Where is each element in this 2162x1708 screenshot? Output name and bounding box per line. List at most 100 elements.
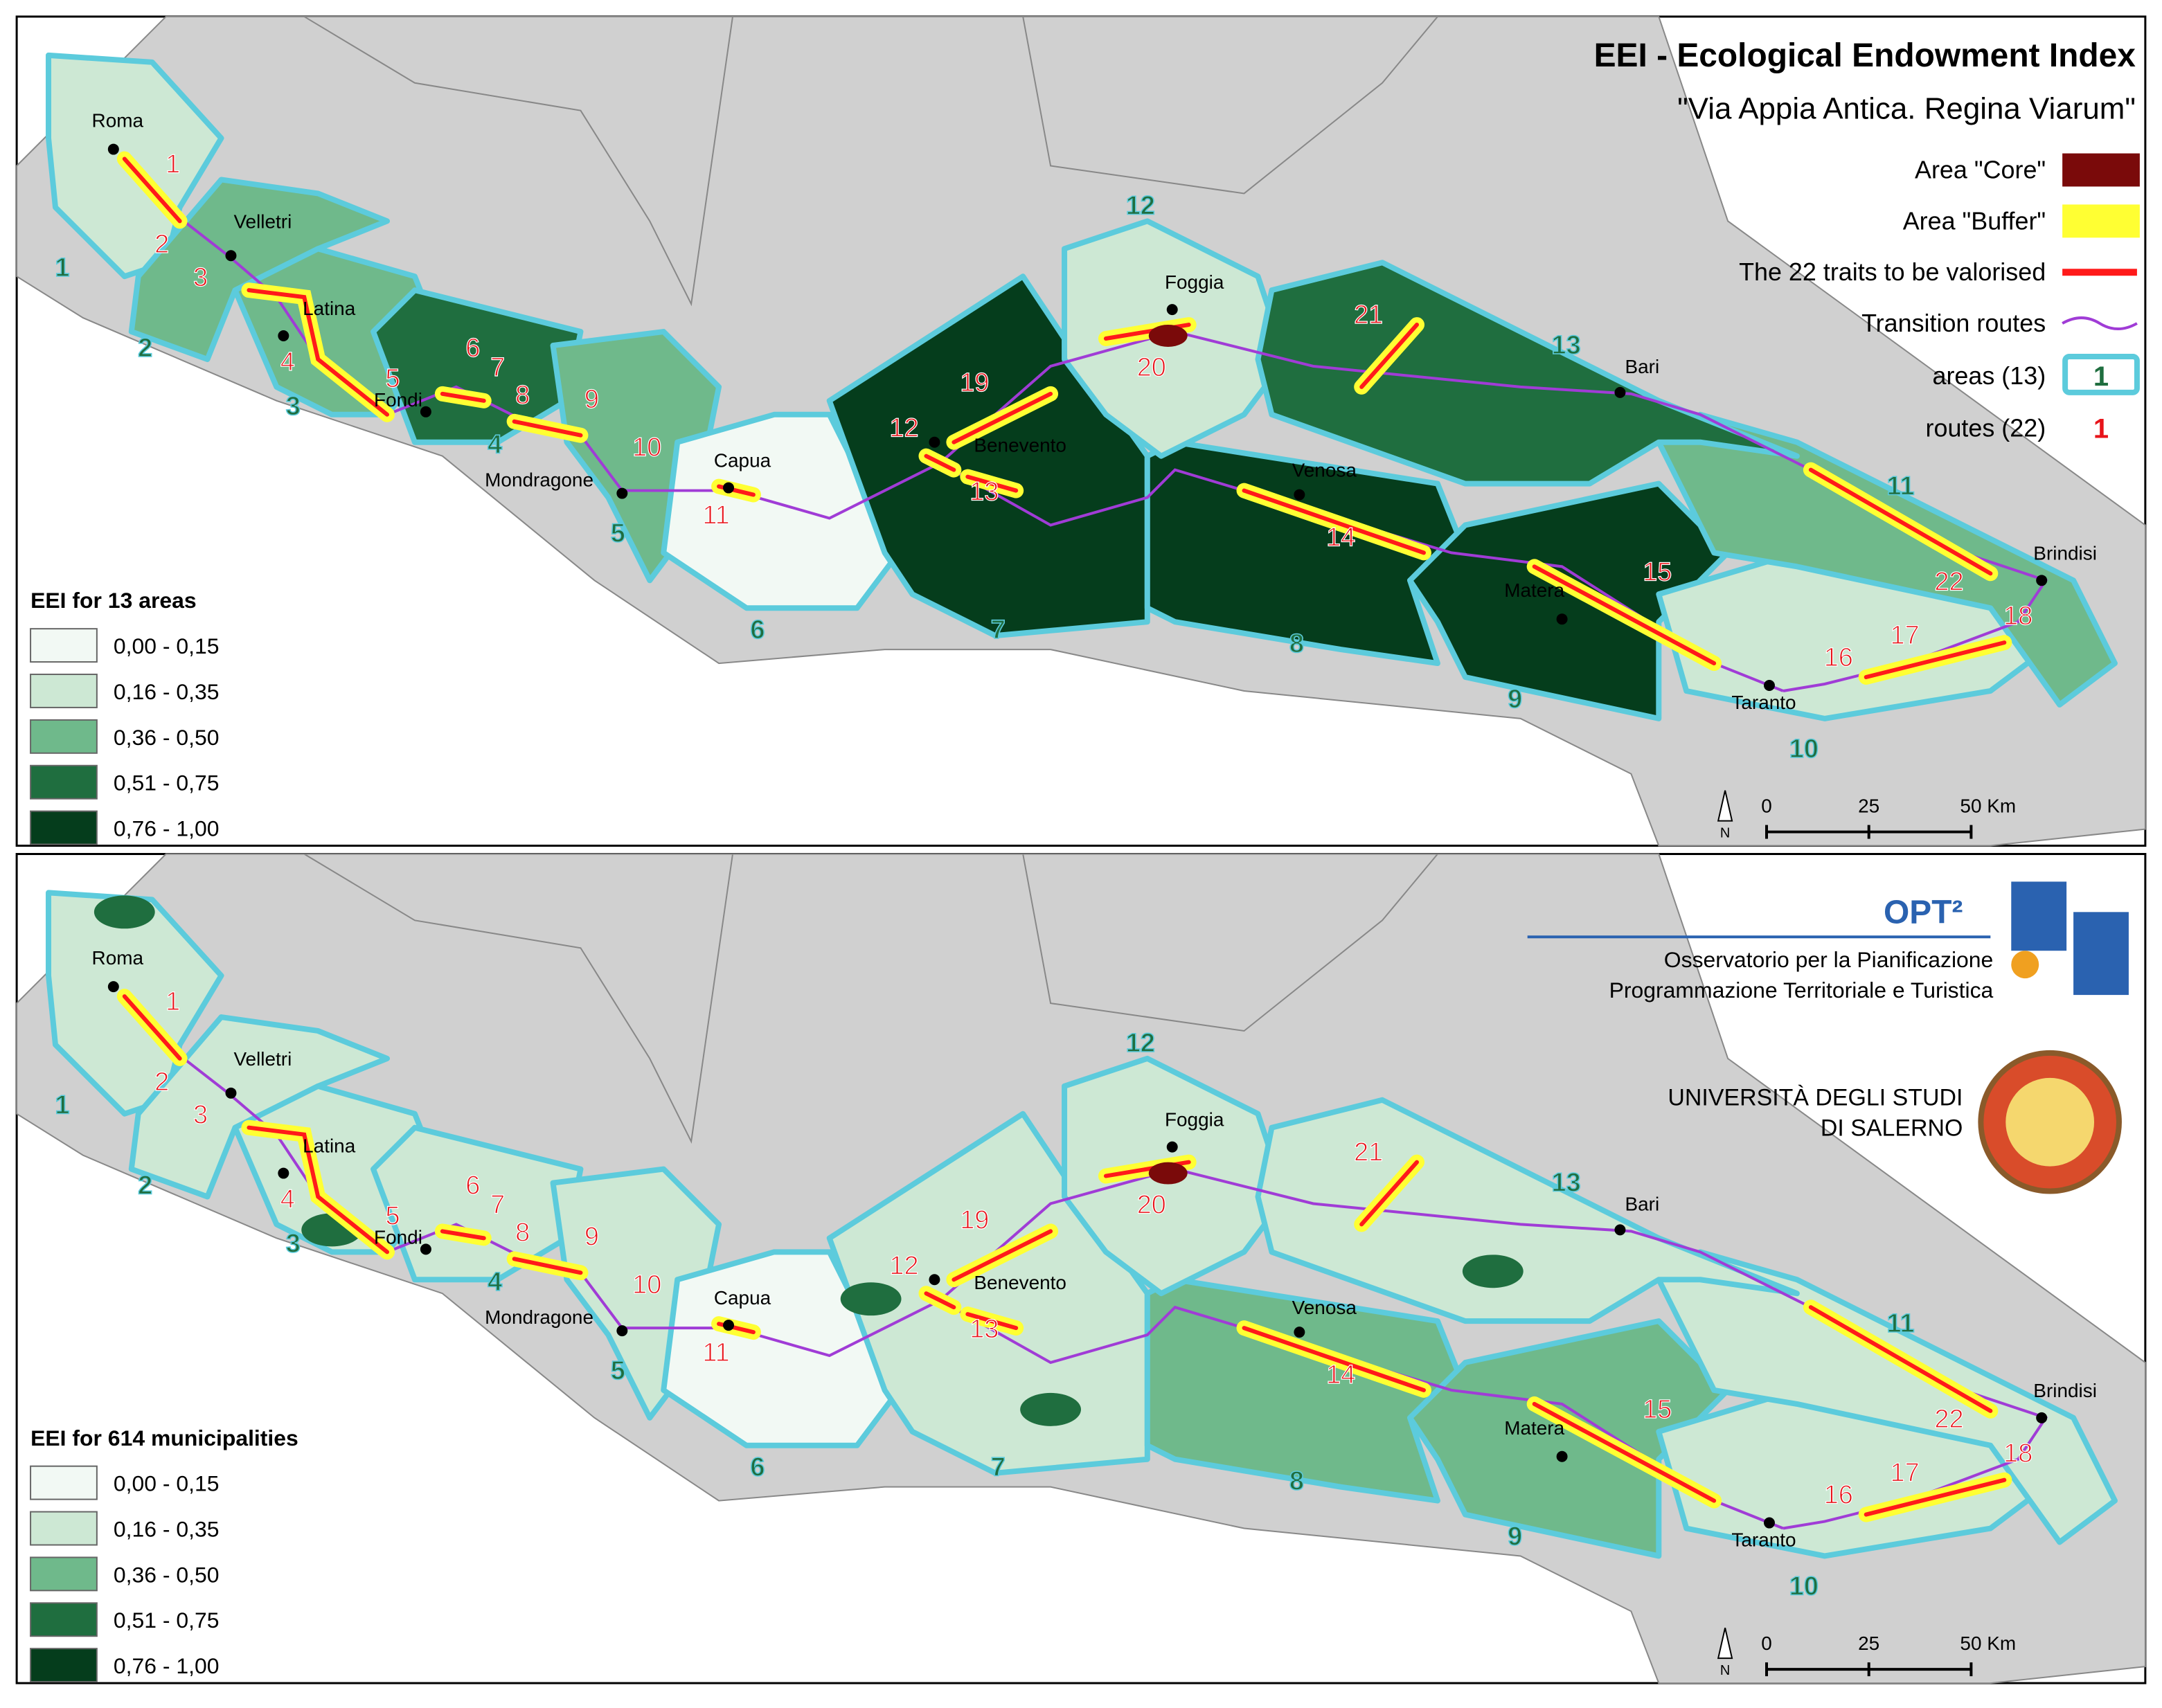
city-label: Brindisi (2033, 1380, 2097, 1401)
route-number: 6 (465, 1171, 480, 1201)
route-number: 7 (490, 353, 505, 382)
area (1656, 1249, 2118, 1545)
core (1148, 1162, 1188, 1185)
legend-label: 0,16 - 0,35 (114, 1517, 220, 1542)
city-label: Venosa (1292, 460, 1357, 481)
logo-opt: OPT² (1884, 894, 1963, 931)
route-number: 15 (1643, 557, 1672, 586)
area-number: 8 (1289, 1467, 1304, 1496)
city-dot (2036, 575, 2048, 586)
legend-label: The 22 traits to be valorised (1739, 258, 2046, 286)
scale-label: 0 (1761, 795, 1772, 817)
city-dot (616, 1325, 628, 1337)
legend-label: 0,51 - 0,75 (114, 1608, 220, 1633)
legend-label: areas (13) (1933, 361, 2046, 390)
city-label: Capua (714, 1287, 771, 1309)
legend-swatch (2062, 153, 2140, 187)
area-number: 12 (1126, 1029, 1155, 1058)
area-number: 5 (611, 519, 625, 548)
city-dot (929, 1274, 940, 1286)
route-number: 9 (584, 385, 599, 414)
area-number: 9 (1508, 685, 1522, 714)
trait (122, 156, 182, 224)
trait (122, 994, 182, 1061)
trait (1359, 1160, 1420, 1227)
trait (1532, 1401, 1717, 1503)
legend-title: EEI for 13 areas (30, 588, 197, 613)
city-label: Matera (1504, 579, 1564, 601)
city-dot (420, 1243, 431, 1255)
legend-label: Transition routes (1861, 309, 2046, 337)
area-number: 13 (1551, 1169, 1580, 1198)
city-dot (1764, 1517, 1775, 1529)
route-number: 10 (632, 1270, 661, 1300)
route-number: 14 (1326, 523, 1355, 552)
city-label: Brindisi (2033, 542, 2097, 564)
route-number: 13 (970, 1315, 999, 1344)
legend-swatch (30, 1648, 98, 1683)
logo-mark (2011, 951, 2039, 979)
legend-swatch (30, 719, 98, 754)
city-dot (1166, 304, 1178, 316)
city-dot (616, 487, 628, 499)
dark-municipality (93, 895, 155, 929)
trait (924, 1291, 956, 1310)
area-number: 6 (750, 1453, 765, 1482)
area-number: 11 (1887, 1309, 1915, 1338)
city-dot (723, 1320, 735, 1331)
trait (247, 1125, 390, 1255)
city-label: Velletri (233, 210, 292, 232)
legend-swatch (30, 764, 98, 800)
university-seal (2005, 1077, 2095, 1167)
route-number: 5 (385, 364, 400, 393)
city-dot (278, 1167, 289, 1179)
route-number: 20 (1137, 1190, 1166, 1219)
logo-mark (2073, 912, 2129, 996)
scale-label: 25 (1858, 795, 1879, 817)
legend-swatch (30, 628, 98, 663)
route-number: 16 (1824, 1481, 1853, 1510)
legend-symbol: 1 (2093, 414, 2109, 444)
region-border (1022, 16, 1438, 195)
legend-label: Area "Core" (1915, 155, 2046, 183)
trait (512, 419, 583, 438)
route-number: 22 (1934, 567, 1963, 596)
city-label: Fondi (374, 389, 422, 411)
legend-label: 0,76 - 1,00 (114, 1653, 220, 1678)
legend-label: 0,36 - 0,50 (114, 725, 220, 750)
legend-swatch (30, 810, 98, 845)
legend-swatch (30, 1511, 98, 1546)
trait (965, 1312, 1019, 1331)
route-number: 20 (1137, 353, 1166, 382)
area (1407, 1318, 1731, 1559)
city-label: Foggia (1165, 1109, 1224, 1131)
route-number: 19 (960, 1205, 989, 1234)
dark-municipality (1020, 1392, 1081, 1426)
trait (440, 1229, 486, 1241)
city-dot (1556, 613, 1568, 625)
city-label: Latina (303, 1135, 356, 1157)
city-dot (929, 436, 940, 448)
city-dot (1764, 680, 1775, 691)
trait (924, 453, 956, 472)
legend-label: routes (22) (1926, 414, 2046, 442)
area-number: 7 (991, 615, 1006, 645)
route-number: 12 (889, 1251, 918, 1280)
city-dot (1294, 1327, 1305, 1338)
area-number: 10 (1789, 735, 1819, 764)
trait (965, 474, 1019, 493)
area (661, 1249, 902, 1448)
route-number: 3 (193, 1101, 208, 1130)
legend-label: 0,00 - 0,15 (114, 1471, 220, 1496)
route-number: 5 (385, 1201, 400, 1230)
city-label: Bari (1625, 356, 1660, 377)
area-number: 3 (286, 392, 301, 421)
route-number: 21 (1354, 1138, 1383, 1167)
area-number: 2 (138, 334, 152, 363)
university: UNIVERSITÀ DEGLI STUDI (1668, 1085, 1963, 1111)
city-label: Benevento (974, 435, 1066, 456)
area-number: 13 (1551, 331, 1580, 360)
area-number: 11 (1887, 472, 1915, 501)
route-number: 3 (193, 263, 208, 292)
